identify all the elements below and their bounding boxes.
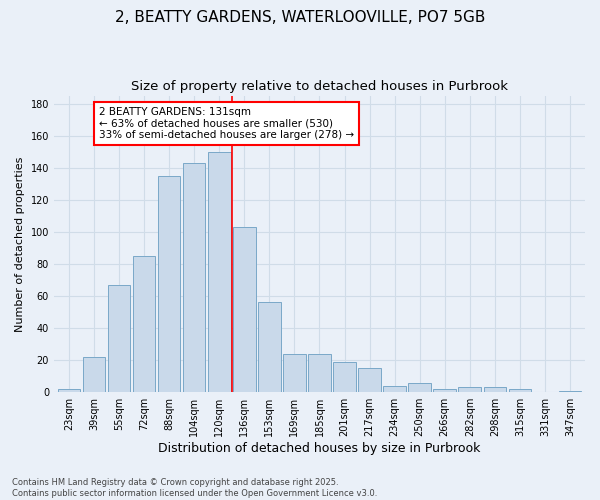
Bar — [83, 357, 105, 392]
Text: 2 BEATTY GARDENS: 131sqm
← 63% of detached houses are smaller (530)
33% of semi-: 2 BEATTY GARDENS: 131sqm ← 63% of detach… — [99, 107, 354, 140]
Bar — [509, 389, 531, 392]
Bar — [484, 388, 506, 392]
Bar — [409, 382, 431, 392]
Bar — [333, 362, 356, 392]
Bar — [108, 285, 130, 392]
Bar — [258, 302, 281, 392]
Bar — [383, 386, 406, 392]
Title: Size of property relative to detached houses in Purbrook: Size of property relative to detached ho… — [131, 80, 508, 93]
Bar — [183, 163, 205, 392]
Bar — [308, 354, 331, 392]
Y-axis label: Number of detached properties: Number of detached properties — [15, 156, 25, 332]
Bar — [458, 388, 481, 392]
Bar — [208, 152, 230, 392]
Bar — [358, 368, 381, 392]
Bar — [433, 389, 456, 392]
X-axis label: Distribution of detached houses by size in Purbrook: Distribution of detached houses by size … — [158, 442, 481, 455]
Bar — [158, 176, 181, 392]
Bar — [559, 390, 581, 392]
Bar — [133, 256, 155, 392]
Text: Contains HM Land Registry data © Crown copyright and database right 2025.
Contai: Contains HM Land Registry data © Crown c… — [12, 478, 377, 498]
Bar — [283, 354, 305, 392]
Bar — [58, 389, 80, 392]
Text: 2, BEATTY GARDENS, WATERLOOVILLE, PO7 5GB: 2, BEATTY GARDENS, WATERLOOVILLE, PO7 5G… — [115, 10, 485, 25]
Bar — [233, 227, 256, 392]
